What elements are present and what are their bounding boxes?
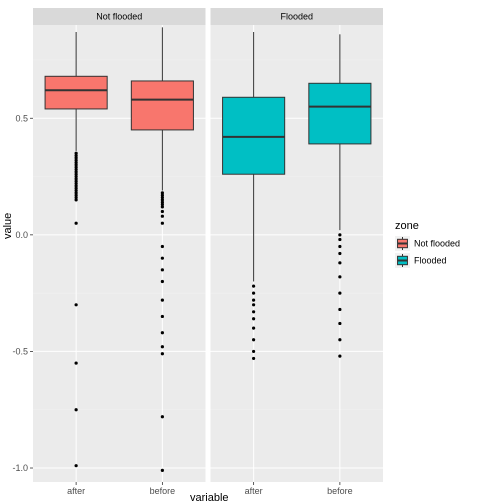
svg-text:Not flooded: Not flooded	[414, 239, 460, 249]
svg-text:after: after	[67, 486, 85, 496]
svg-text:Flooded: Flooded	[280, 12, 313, 22]
svg-text:-0.5: -0.5	[12, 346, 28, 356]
svg-text:0.0: 0.0	[15, 230, 28, 240]
svg-text:before: before	[150, 486, 176, 496]
boxplot-faceted-chart: value variable zone Not floodedafterbefo…	[0, 0, 504, 504]
svg-text:Flooded: Flooded	[414, 256, 447, 266]
svg-text:Not flooded: Not flooded	[96, 12, 142, 22]
chart-svg: Not flooded after before Flooded after before…	[0, 0, 504, 504]
svg-text:before: before	[327, 486, 353, 496]
svg-text:-1.0: -1.0	[12, 463, 28, 473]
svg-text:after: after	[245, 486, 263, 496]
svg-text:0.5: 0.5	[15, 113, 28, 123]
